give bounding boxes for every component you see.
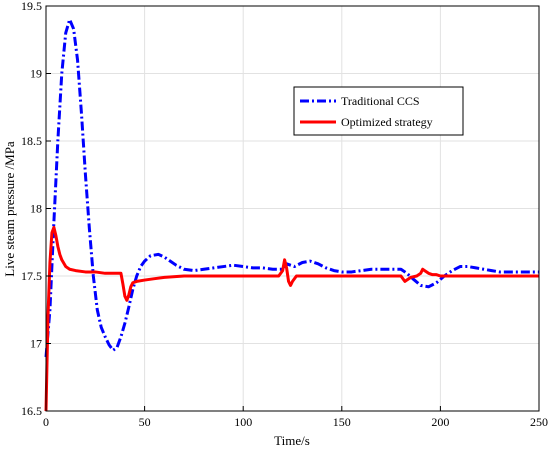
x-tick-label: 200 [431,415,449,429]
legend-box [293,86,464,136]
y-tick-label: 16.5 [21,404,42,418]
y-tick-label: 18.5 [21,134,42,148]
legend-label-traditional-ccs: Traditional CCS [341,94,420,108]
legend-label-optimized-strategy: Optimized strategy [341,115,433,129]
y-tick-label: 19.5 [21,0,42,13]
series-line-traditional-ccs [44,18,539,358]
x-axis-ticks: 0 50 100 150 200 250 [43,406,548,429]
grid-lines [45,5,540,412]
y-tick-label: 19 [30,67,42,81]
y-axis-ticks: 16.5 17 17.5 18 18.5 19 19.5 [21,0,51,418]
x-tick-label: 50 [139,415,151,429]
x-tick-label: 0 [43,415,49,429]
series-group [44,18,539,412]
x-tick-label: 250 [530,415,548,429]
y-axis-label: Live steam pressure /MPa [2,141,17,277]
x-tick-label: 100 [234,415,252,429]
y-tick-label: 18 [30,202,42,216]
series-line-optimized-strategy [44,225,539,412]
legend: Traditional CCS Optimized strategy [293,86,464,136]
x-tick-label: 150 [333,415,351,429]
x-axis-label: Time/s [274,433,310,448]
y-tick-label: 17.5 [21,269,42,283]
y-tick-label: 17 [30,337,42,351]
